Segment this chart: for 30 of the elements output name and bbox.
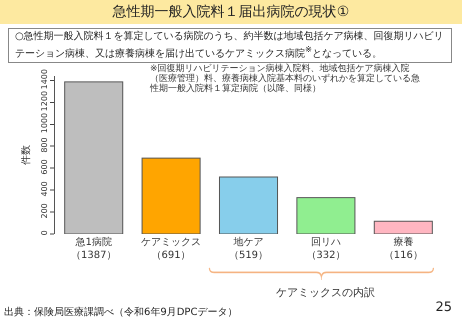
annotation: ※回復期リハビリテーション病棟入院料、地域包括ケア病棟入院（医療管理）料、療養病棟入院基本料のいずれかを算定している急性期一般入院料１算定病院（以降、同様） (150, 64, 421, 94)
data-label: （332） (306, 250, 346, 261)
x-tick-label: 療養 (393, 236, 414, 248)
data-label: （116） (384, 250, 423, 261)
x-tick-label: ケアミックス (141, 237, 202, 248)
source-note: 出典：保険局医療課調べ（令和6年9月DPCデータ） (4, 306, 238, 319)
y-tick-label: 600 (40, 159, 49, 175)
bar (64, 81, 124, 234)
x-tick-label: 急1病院 (74, 236, 112, 248)
y-tick-label: 800 (40, 137, 49, 153)
text: 25 (435, 300, 452, 315)
bar (374, 220, 433, 234)
bar (296, 197, 356, 234)
data-label: （519） (228, 250, 268, 261)
chart-subtitle: ○急性期一般入院料１を算定している病院のうち、約半数は地域包括ケア病棟、回復期リハビリテーション病棟、又は療養病棟を届け出ているケアミックス病院$^{※}$となっている。 (8, 28, 452, 64)
y-tick-label: 1400 (40, 69, 49, 90)
x-tick-label: 回リハ (310, 237, 341, 248)
data-label: （1387） (70, 250, 116, 261)
bar (142, 158, 201, 234)
y-tick-label: 200 (40, 203, 49, 218)
y-tick-label: 0 (40, 230, 49, 236)
chart-title: 急性期一般入院料１届出病院の現状① (0, 0, 462, 24)
y-axis-title: 件数 (20, 145, 32, 165)
bar (218, 176, 278, 234)
y-tick-label: 1000 (40, 112, 49, 134)
y-tick-label: 1200 (40, 90, 49, 112)
y-tick-label: 400 (40, 181, 49, 197)
data-label: （691） (152, 250, 191, 261)
text: ケアミックスの内訳 (276, 286, 375, 299)
x-tick-label: 地ケア (232, 236, 264, 248)
